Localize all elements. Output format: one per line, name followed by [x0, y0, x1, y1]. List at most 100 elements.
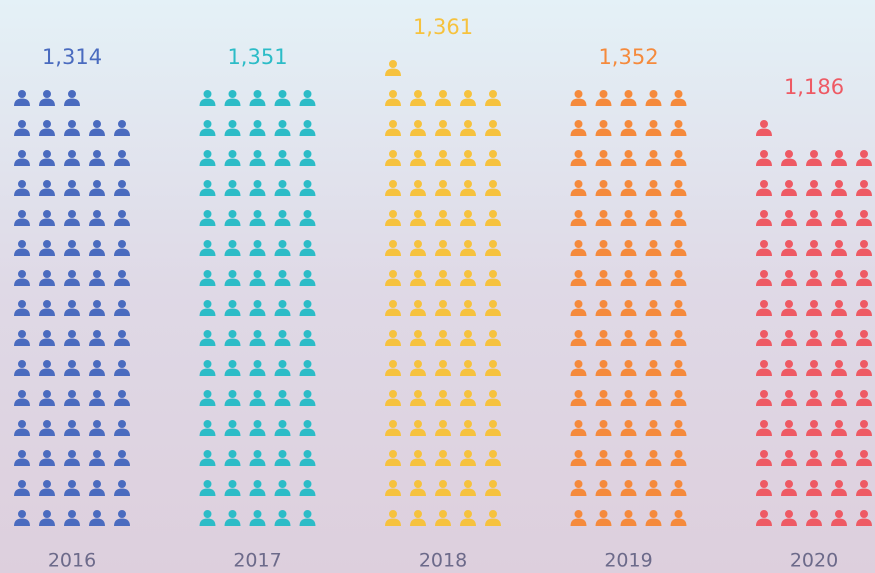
person-icon — [485, 480, 501, 496]
person-icon — [460, 390, 476, 406]
person-icon — [14, 240, 30, 256]
person-icon — [806, 420, 822, 436]
value-label: 1,314 — [42, 45, 102, 69]
person-icon — [435, 480, 451, 496]
person-icon — [299, 240, 316, 256]
person-icon — [385, 450, 401, 466]
person-icon — [274, 390, 291, 406]
person-icon — [410, 390, 426, 406]
person-icon — [274, 450, 291, 466]
person-icon — [620, 240, 637, 256]
person-icon — [410, 450, 426, 466]
person-icon — [670, 300, 687, 316]
person-icon — [831, 390, 847, 406]
person-icon — [645, 270, 662, 286]
person-icon — [831, 510, 847, 526]
person-icon — [620, 120, 637, 136]
person-icon — [199, 270, 216, 286]
person-icon — [14, 360, 30, 376]
person-icon — [435, 150, 451, 166]
person-icon — [435, 450, 451, 466]
person-icon — [224, 420, 241, 436]
person-icon — [274, 90, 291, 106]
person-icon — [14, 420, 30, 436]
person-icon — [670, 180, 687, 196]
person-icon — [249, 240, 266, 256]
person-icon — [114, 480, 130, 496]
person-icon — [781, 510, 797, 526]
person-icon — [249, 210, 266, 226]
person-icon — [570, 210, 587, 226]
person-icon — [199, 510, 216, 526]
person-icon — [39, 90, 55, 106]
person-icon — [670, 390, 687, 406]
person-icon — [595, 390, 612, 406]
person-icon — [299, 150, 316, 166]
person-icon — [410, 270, 426, 286]
person-icon — [14, 180, 30, 196]
person-icon — [385, 180, 401, 196]
person-icon — [460, 330, 476, 346]
person-icon — [274, 480, 291, 496]
person-icon — [410, 180, 426, 196]
person-icon — [39, 450, 55, 466]
person-icon — [670, 510, 687, 526]
person-icon — [570, 390, 587, 406]
person-icon — [620, 360, 637, 376]
person-icon — [114, 300, 130, 316]
person-icon — [64, 390, 80, 406]
person-icon — [14, 120, 30, 136]
person-icon — [299, 270, 316, 286]
person-icon — [645, 360, 662, 376]
person-icon — [806, 300, 822, 316]
person-icon — [89, 420, 105, 436]
person-icon — [756, 360, 772, 376]
person-icon — [385, 300, 401, 316]
person-icon — [485, 120, 501, 136]
person-icon — [114, 270, 130, 286]
person-icon — [64, 510, 80, 526]
person-icon — [756, 510, 772, 526]
value-label: 1,186 — [784, 75, 844, 99]
person-icon — [224, 180, 241, 196]
person-icon — [410, 90, 426, 106]
person-icon — [224, 120, 241, 136]
person-icon — [645, 420, 662, 436]
x-tick-label: 2020 — [790, 550, 838, 572]
person-icon — [595, 420, 612, 436]
person-icon — [831, 300, 847, 316]
person-icon — [485, 420, 501, 436]
x-tick-label: 2016 — [48, 550, 96, 572]
person-icon — [385, 330, 401, 346]
person-icon — [64, 270, 80, 286]
person-icon — [410, 360, 426, 376]
person-icon — [274, 270, 291, 286]
person-icon — [39, 420, 55, 436]
person-icon — [595, 330, 612, 346]
person-icon — [756, 300, 772, 316]
person-icon — [114, 240, 130, 256]
person-icon — [570, 480, 587, 496]
person-icon — [570, 240, 587, 256]
person-icon — [460, 270, 476, 286]
person-icon — [64, 420, 80, 436]
person-icon — [670, 240, 687, 256]
person-icon — [249, 390, 266, 406]
person-icon — [756, 150, 772, 166]
person-icon — [274, 510, 291, 526]
person-icon — [595, 180, 612, 196]
person-icon — [781, 210, 797, 226]
person-icon — [595, 480, 612, 496]
person-icon — [485, 270, 501, 286]
person-icon — [670, 210, 687, 226]
person-icon — [856, 450, 872, 466]
person-icon — [435, 510, 451, 526]
person-icon — [460, 210, 476, 226]
person-icon — [831, 450, 847, 466]
person-icon — [199, 390, 216, 406]
person-icon — [385, 240, 401, 256]
person-icon — [39, 210, 55, 226]
person-icon — [485, 360, 501, 376]
person-icon — [299, 390, 316, 406]
person-icon — [781, 360, 797, 376]
